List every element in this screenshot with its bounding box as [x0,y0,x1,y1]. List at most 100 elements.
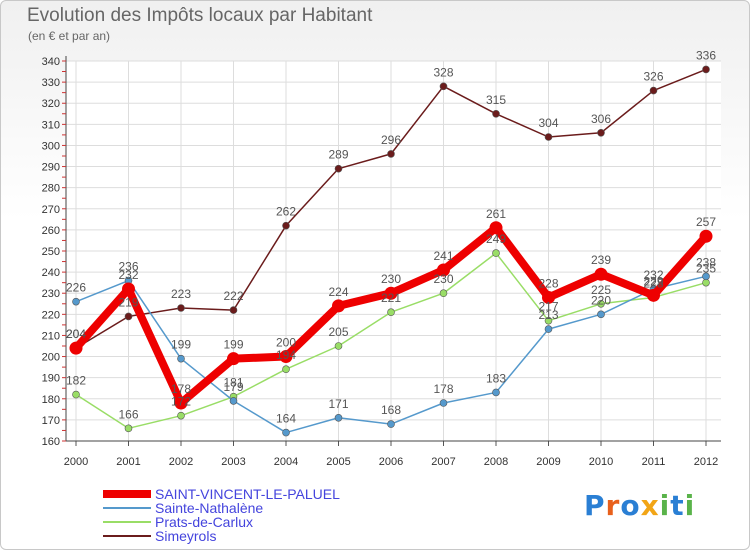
data-point [332,299,345,313]
data-label: 236 [118,260,138,274]
data-point [227,352,240,366]
data-label: 328 [433,65,453,79]
y-tick-label: 260 [42,225,60,237]
data-label: 239 [591,253,611,267]
data-point [69,341,83,355]
logo-letter: i [684,489,696,522]
data-point [334,342,343,350]
data-point [544,133,553,141]
data-label: 232 [118,268,138,282]
x-tick-label: 2012 [694,456,718,468]
data-label: 261 [486,207,506,221]
data-label: 315 [486,93,506,107]
x-tick-label: 2005 [326,456,350,468]
logo-letter: x [640,489,660,522]
data-point [439,399,448,407]
data-point [384,286,398,300]
data-label: 168 [381,403,401,417]
data-label: 179 [223,380,243,394]
data-point [437,263,450,277]
data-label: 200 [276,336,296,350]
x-tick-label: 2002 [169,456,193,468]
data-point [702,278,710,287]
x-tick-label: 2001 [116,456,140,468]
y-tick-label: 240 [42,267,60,279]
logo-letter: o [620,489,641,522]
data-label: 228 [538,276,558,290]
data-point [544,325,553,333]
data-label: 223 [171,287,191,301]
data-label: 304 [538,116,558,130]
data-label: 199 [223,338,243,352]
data-label: 194 [276,348,296,362]
y-tick-label: 210 [42,330,60,342]
data-label: 171 [328,397,348,411]
data-point [72,297,80,306]
data-point [387,150,395,158]
y-tick-label: 220 [42,309,60,321]
x-tick-label: 2008 [484,456,508,468]
data-point [334,413,343,422]
y-tick-label: 230 [42,288,60,300]
grid-lines [66,60,721,442]
data-point [597,299,605,308]
data-point [387,308,395,317]
y-tick-label: 330 [42,77,60,89]
data-point [229,397,238,405]
data-label: 222 [223,289,243,303]
data-point [229,306,238,314]
data-label: 306 [591,112,611,126]
data-label: 230 [433,272,453,286]
data-point [699,229,713,243]
logo-letter: P [584,489,606,522]
y-tick-label: 200 [42,352,60,364]
data-point [439,289,448,298]
data-point [72,390,80,399]
y-tick-label: 250 [42,246,60,258]
data-point [177,354,185,363]
x-tick-label: 2009 [536,456,560,468]
data-label: 229 [643,274,663,288]
legend-label: Simeyrols [155,528,216,544]
data-point [439,82,448,91]
chart-title: Evolution des Impôts locaux par Habitant [27,5,373,26]
data-label: 262 [276,205,296,219]
data-label: 166 [118,407,138,421]
x-tick-label: 2003 [221,456,245,468]
logo-letter: t [670,489,685,522]
data-label: 181 [223,376,243,390]
x-tick-label: 2007 [431,456,455,468]
data-label: 221 [381,291,401,305]
x-tick-label: 2010 [589,456,613,468]
data-label: 226 [66,281,86,295]
data-label: 289 [328,148,348,162]
data-point [122,282,135,296]
y-tick-label: 340 [42,56,60,68]
data-label: 205 [328,325,348,339]
data-point [334,164,343,173]
data-point [492,388,500,397]
y-tick-label: 160 [42,436,60,448]
data-point [279,350,293,364]
data-point [702,65,710,74]
data-point [702,272,710,281]
data-label: 232 [643,268,663,282]
data-label: 183 [486,371,506,385]
axes: 160 170 180 190 200 210 220 230 240 250 260 270 280 2… [42,56,721,468]
x-tick-label: 2006 [379,456,403,468]
data-label: 178 [433,382,453,396]
series-lines [69,65,713,437]
data-label: 204 [66,327,86,341]
data-label: 238 [696,255,716,269]
data-label: 220 [591,293,611,307]
data-point [649,86,658,95]
logo-letter: r [605,489,621,522]
data-point [492,109,500,118]
y-tick-label: 300 [42,140,60,152]
y-tick-label: 180 [42,394,60,406]
data-point [177,304,185,312]
data-label: 230 [381,272,401,286]
x-tick-label: 2011 [642,456,666,468]
